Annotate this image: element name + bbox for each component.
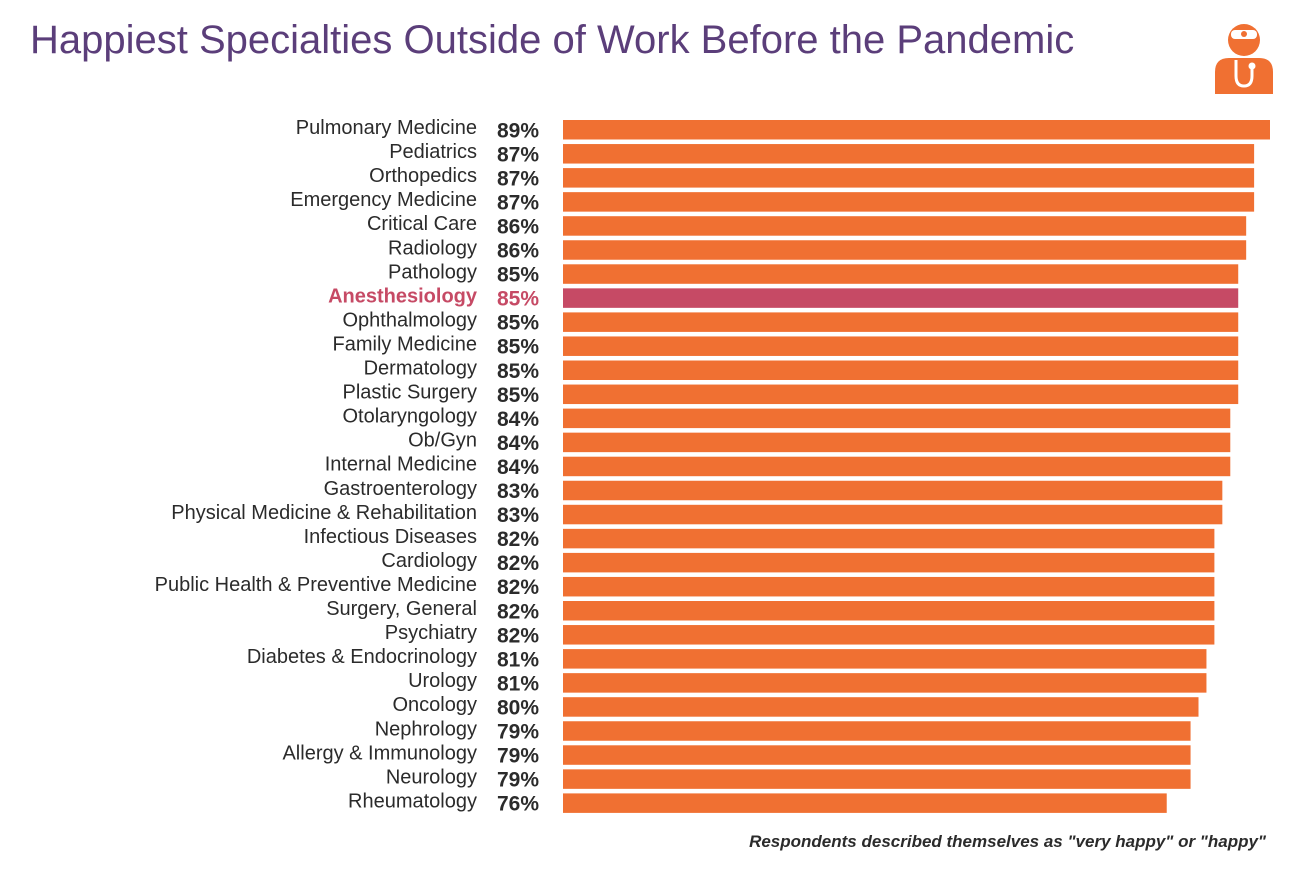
- category-label: Family Medicine: [333, 333, 477, 355]
- value-label: 86%: [497, 240, 539, 263]
- doctor-stethoscope-icon: [1213, 20, 1275, 94]
- value-label: 86%: [497, 215, 539, 238]
- bar: [563, 649, 1207, 669]
- bar: [563, 576, 1215, 597]
- category-label: Rheumatology: [348, 790, 477, 812]
- value-label: 82%: [497, 576, 539, 599]
- category-label: Pediatrics: [389, 141, 477, 163]
- value-label: 81%: [497, 672, 539, 695]
- category-label: Surgery, General: [326, 598, 477, 620]
- category-label: Allergy & Immunology: [282, 742, 477, 764]
- bar: [563, 192, 1255, 212]
- value-label: 87%: [497, 143, 539, 166]
- bar: [563, 721, 1191, 741]
- value-label: 85%: [497, 312, 539, 335]
- bar: [563, 312, 1239, 332]
- value-label: 85%: [497, 264, 539, 287]
- bar: [563, 144, 1255, 164]
- bar: [563, 264, 1239, 284]
- bar: [563, 384, 1239, 405]
- category-label: Psychiatry: [385, 622, 477, 644]
- category-label: Anesthesiology: [328, 285, 478, 307]
- bar: [563, 336, 1239, 356]
- category-label: Urology: [408, 670, 477, 692]
- value-label: 84%: [497, 408, 539, 431]
- bar: [563, 408, 1231, 429]
- value-label: 87%: [497, 191, 539, 214]
- value-label: 83%: [497, 480, 539, 503]
- category-label: Ob/Gyn: [408, 430, 477, 452]
- category-label: Public Health & Preventive Medicine: [155, 574, 477, 596]
- chart-footnote: Respondents described themselves as "ver…: [749, 832, 1266, 851]
- category-label: Infectious Diseases: [304, 526, 477, 548]
- value-label: 82%: [497, 552, 539, 575]
- category-label: Neurology: [386, 766, 477, 788]
- category-label: Emergency Medicine: [290, 189, 477, 211]
- value-label: 85%: [497, 288, 539, 311]
- value-label: 87%: [497, 167, 539, 190]
- bar: [563, 504, 1223, 525]
- value-label: 80%: [497, 696, 539, 719]
- bar: [563, 745, 1191, 765]
- category-label: Otolaryngology: [342, 406, 477, 428]
- bar: [563, 480, 1223, 501]
- bar: [563, 673, 1207, 693]
- category-label: Nephrology: [375, 718, 477, 740]
- value-label: 84%: [497, 456, 539, 479]
- bar: [563, 697, 1199, 717]
- bar: [563, 528, 1215, 549]
- category-label: Diabetes & Endocrinology: [247, 646, 477, 668]
- category-label: Ophthalmology: [342, 309, 477, 331]
- value-label: 79%: [497, 721, 539, 744]
- bar: [563, 769, 1191, 789]
- bar: [563, 432, 1231, 453]
- bar: [563, 625, 1215, 645]
- bar: [563, 601, 1215, 621]
- value-label: 79%: [497, 745, 539, 768]
- category-label: Cardiology: [381, 550, 477, 572]
- bar: [563, 168, 1255, 188]
- bar: [563, 240, 1247, 260]
- value-label: 82%: [497, 600, 539, 623]
- category-label: Critical Care: [367, 213, 477, 235]
- value-label: 84%: [497, 432, 539, 455]
- value-label: 85%: [497, 360, 539, 383]
- category-label: Plastic Surgery: [343, 382, 478, 404]
- value-label: 85%: [497, 384, 539, 407]
- category-label: Internal Medicine: [325, 454, 477, 476]
- category-label: Radiology: [388, 237, 477, 259]
- bar: [563, 288, 1239, 308]
- bar: [563, 360, 1239, 380]
- category-label: Oncology: [393, 694, 478, 716]
- category-label: Gastroenterology: [324, 478, 477, 500]
- bar: [563, 456, 1231, 477]
- value-label: 79%: [497, 769, 539, 792]
- value-label: 85%: [497, 336, 539, 359]
- value-label: 83%: [497, 504, 539, 527]
- value-label: 89%: [497, 119, 539, 142]
- bar: [563, 120, 1270, 140]
- value-label: 82%: [497, 624, 539, 647]
- category-label: Physical Medicine & Rehabilitation: [171, 502, 477, 524]
- bar: [563, 552, 1215, 573]
- value-label: 82%: [497, 528, 539, 551]
- category-label: Dermatology: [364, 358, 477, 380]
- bar: [563, 216, 1247, 236]
- bar: [563, 793, 1167, 813]
- chart-title: Happiest Specialties Outside of Work Bef…: [30, 18, 1075, 62]
- value-label: 81%: [497, 648, 539, 671]
- category-label: Pulmonary Medicine: [296, 117, 477, 139]
- category-label: Orthopedics: [369, 165, 477, 187]
- value-label: 76%: [497, 793, 539, 816]
- category-label: Pathology: [388, 261, 477, 283]
